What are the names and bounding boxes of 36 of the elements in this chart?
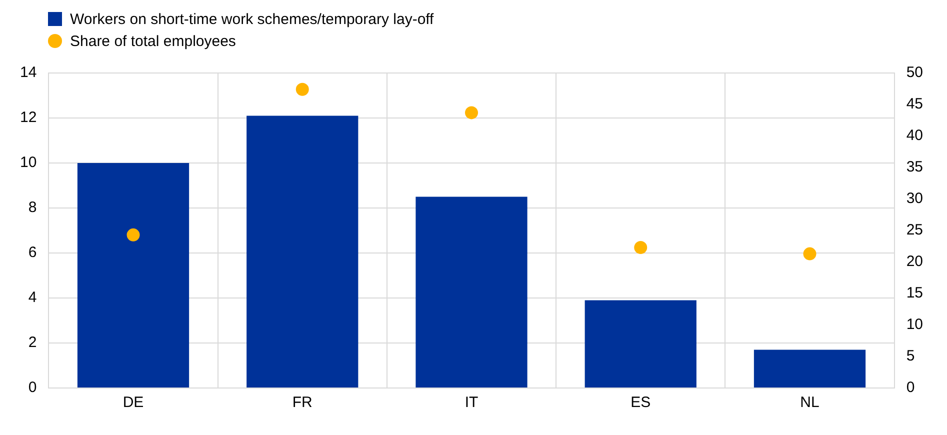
bar [416, 196, 528, 388]
y-tick-label: 14 [20, 64, 37, 82]
y-tick-label: 12 [20, 109, 37, 126]
bar [754, 350, 866, 388]
point [465, 106, 478, 120]
y2-tick-label: 30 [906, 190, 924, 208]
legend-label: Workers on short-time work schemes/temporary lay-off [70, 10, 434, 28]
point [803, 247, 816, 260]
y2-tick-label: 25 [906, 222, 924, 239]
y2-tick-label: 40 [906, 127, 924, 144]
x-tick-label: ES [630, 394, 651, 412]
y2-tick-label: 15 [906, 284, 924, 302]
point [634, 241, 648, 254]
y2-tick-label: 5 [906, 348, 915, 365]
y-tick-label: 4 [28, 289, 37, 306]
legend-label: Share of total employees [70, 32, 236, 50]
x-tick-label: FR [292, 394, 313, 412]
point [296, 82, 309, 96]
bar [77, 163, 190, 388]
x-tick-label: DE [122, 394, 144, 412]
point [126, 228, 140, 242]
y2-tick-label: 10 [906, 316, 924, 334]
y-tick-label: 8 [28, 199, 37, 216]
y2-tick-label: 35 [906, 158, 924, 176]
x-tick-label: NL [800, 394, 820, 412]
bar [584, 300, 696, 388]
y2-tick-label: 20 [906, 253, 924, 270]
x-tick-label: IT [464, 394, 478, 412]
y-tick-label: 0 [28, 379, 37, 396]
y-tick-label: 2 [28, 334, 37, 352]
bar [246, 116, 358, 388]
y-tick-label: 10 [20, 154, 37, 172]
y2-tick-label: 45 [906, 96, 924, 113]
y2-tick-label: 50 [906, 64, 924, 82]
y-tick-label: 6 [28, 244, 37, 262]
y2-tick-label: 0 [906, 379, 915, 396]
